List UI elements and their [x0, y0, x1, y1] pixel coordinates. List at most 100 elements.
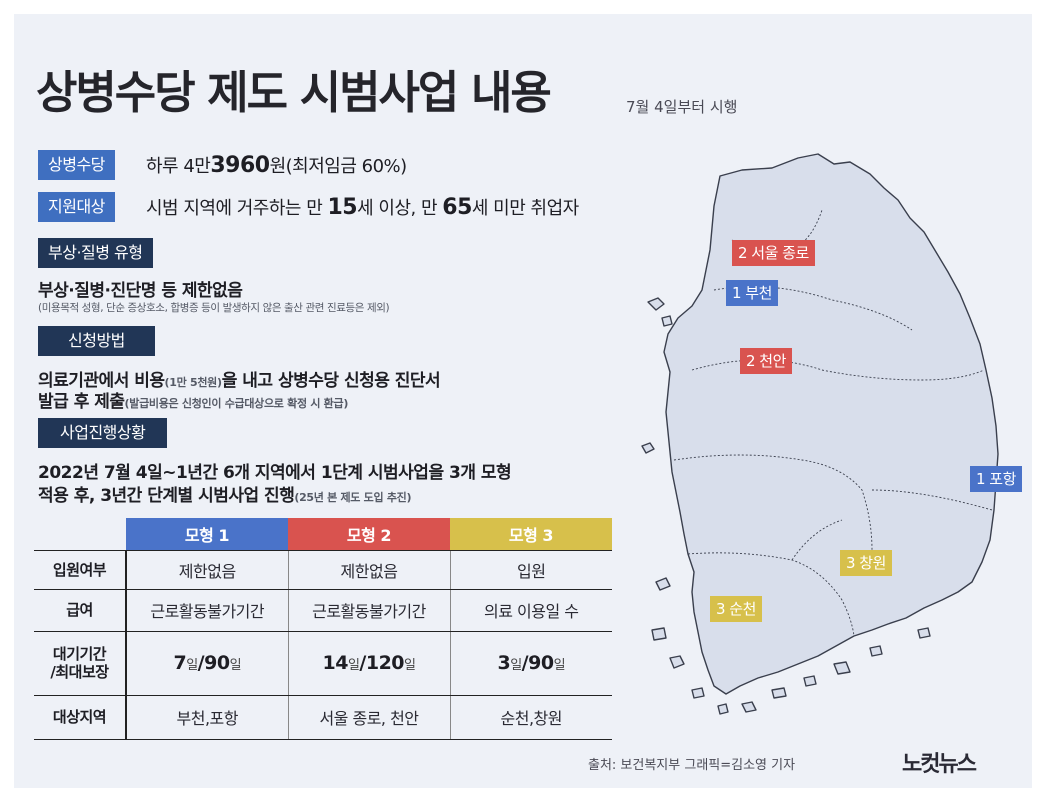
- map-label-suncheon: 3 순천: [710, 596, 762, 622]
- application-line1: 의료기관에서 비용(1만 5천원)을 내고 상병수당 신청용 진단서: [38, 366, 441, 391]
- application-line2: 발급 후 제출(발급비용은 신청인이 수급대상으로 확정 시 환급): [38, 387, 348, 412]
- island-2: [661, 315, 673, 327]
- table-row-hospitalization: 입원여부 제한없음 제한없음 입원: [34, 550, 612, 590]
- eligibility-part2: 세 이상, 만: [357, 198, 443, 219]
- page-subtitle: 7월 4일부터 시행: [626, 98, 738, 116]
- row-label-waiting-2: /최대보장: [50, 663, 109, 681]
- infographic-panel: 상병수당 제도 시범사업 내용 7월 4일부터 시행 상병수당 하루 4만396…: [14, 14, 1032, 788]
- injury-tag: 부상·질병 유형: [38, 238, 153, 268]
- application-line1-small: (1만 5천원): [164, 376, 222, 389]
- table-row-region: 대상지역 부천,포항 서울 종로, 천안 순천,창원: [34, 695, 612, 740]
- eligibility-tag: 지원대상: [38, 192, 115, 222]
- allowance-text: 하루 4만3960원(최저임금 60%): [146, 152, 407, 178]
- progress-line2-small: (25년 본 제도 도입 추진): [294, 491, 412, 504]
- nocut-news-logo: 노컷뉴스: [902, 752, 977, 777]
- table-cell: 근로활동불가기간: [288, 589, 451, 632]
- island-4: [655, 577, 671, 591]
- table-cell-waiting-1: 7일/90일: [126, 631, 289, 696]
- progress-line2: 적용 후, 3년간 단계별 시범사업 진행(25년 본 제도 도입 추진): [38, 481, 411, 506]
- wait-value: 14: [322, 652, 348, 674]
- max-value: 90: [528, 652, 554, 674]
- table-cell: 입원: [450, 550, 612, 590]
- wait-sep: /: [197, 652, 205, 674]
- korea-map-shape: [641, 153, 999, 715]
- island-12: [833, 661, 851, 675]
- island-9: [741, 701, 757, 713]
- island-13: [869, 645, 883, 657]
- table-cell: 근로활동불가기간: [126, 589, 289, 632]
- wait-unit: 일: [186, 658, 198, 673]
- eligibility-part3: 세 미만 취업자: [471, 198, 579, 219]
- island-7: [691, 687, 705, 699]
- source-credit: 출처: 보건복지부 그래픽=김소영 기자: [588, 758, 796, 773]
- allowance-suffix: 원(최저임금 60%): [269, 156, 408, 177]
- wait-unit: 일: [510, 658, 522, 673]
- application-line2-small: (발급비용은 신청인이 수급대상으로 확정 시 환급): [124, 397, 349, 410]
- application-line1-a: 의료기관에서 비용: [38, 371, 165, 391]
- progress-line1: 2022년 7월 4일~1년간 6개 지역에서 1단계 시범사업을 3개 모형: [38, 463, 512, 483]
- island-3: [641, 442, 655, 454]
- max-unit: 일: [404, 658, 416, 673]
- max-value: 120: [365, 652, 405, 674]
- island-14: [917, 627, 931, 639]
- table-cell: 부천,포항: [126, 695, 289, 740]
- injury-line: 부상·질병·진단명 등 제한없음: [38, 281, 243, 301]
- eligibility-age-min: 15: [327, 195, 358, 220]
- table-cell-waiting-3: 3일/90일: [450, 631, 612, 696]
- table-cell-waiting-2: 14일/120일: [288, 631, 451, 696]
- eligibility-text: 시범 지역에 거주하는 만 15세 이상, 만 65세 미만 취업자: [146, 194, 579, 220]
- table-cell: 의료 이용일 수: [450, 589, 612, 632]
- model-table: 모형 1 모형 2 모형 3 입원여부 제한없음 제한없음 입원 급여 근로활동…: [34, 518, 612, 740]
- application-tag: 신청방법: [38, 326, 155, 356]
- wait-sep: /: [521, 652, 529, 674]
- province-border-3: [673, 454, 873, 551]
- row-label-hospitalization: 입원여부: [34, 550, 127, 590]
- header-model-3: 모형 3: [450, 518, 612, 551]
- allowance-amount: 3960: [210, 153, 270, 178]
- wait-value: 7: [173, 652, 187, 674]
- table-cell: 서울 종로, 천안: [288, 695, 451, 740]
- eligibility-age-max: 65: [442, 195, 472, 220]
- allowance-tag: 상병수당: [38, 150, 115, 180]
- row-label-waiting: 대기기간 /최대보장: [34, 631, 127, 696]
- row-label-waiting-1: 대기기간: [52, 645, 107, 663]
- table-header-row: 모형 1 모형 2 모형 3: [34, 518, 612, 551]
- max-value: 90: [204, 652, 230, 674]
- page-title: 상병수당 제도 시범사업 내용: [36, 66, 552, 119]
- table-cell: 제한없음: [288, 550, 451, 590]
- province-border-2: [691, 359, 985, 381]
- island-11: [803, 675, 817, 687]
- table-cell: 제한없음: [126, 550, 289, 590]
- island-5: [651, 627, 667, 641]
- application-line2-a: 발급 후 제출: [38, 392, 125, 412]
- max-unit: 일: [553, 658, 566, 673]
- table-cell: 순천,창원: [450, 695, 612, 740]
- map-label-bucheon: 1 부천: [726, 280, 778, 306]
- injury-note: (미용목적 성형, 단순 증상호소, 합병증 등이 발생하지 않은 출산 관련 …: [38, 302, 390, 314]
- table-corner: [34, 518, 126, 551]
- eligibility-part1: 시범 지역에 거주하는 만: [146, 198, 328, 219]
- wait-sep: /: [359, 652, 366, 674]
- map-label-pohang: 1 포항: [970, 466, 1022, 492]
- progress-tag: 사업진행상황: [38, 418, 168, 448]
- map-label-seoul: 2 서울 종로: [732, 240, 815, 266]
- island-10: [771, 687, 787, 699]
- wait-value: 3: [497, 652, 511, 674]
- table-row-waiting: 대기기간 /최대보장 7일/90일 14일/120일 3일/90일: [34, 631, 612, 696]
- province-border-6: [791, 519, 843, 561]
- max-unit: 일: [229, 658, 242, 673]
- map-label-cheonan: 2 천안: [740, 348, 792, 374]
- korea-map: 2 서울 종로 1 부천 2 천안 1 포항 3 창원 3 순천: [622, 130, 1032, 730]
- row-label-benefit: 급여: [34, 589, 127, 632]
- wait-unit: 일: [347, 658, 360, 673]
- island-6: [669, 655, 685, 669]
- table-row-benefit: 급여 근로활동불가기간 근로활동불가기간 의료 이용일 수: [34, 589, 612, 632]
- header-model-2: 모형 2: [288, 518, 450, 551]
- header-model-1: 모형 1: [126, 518, 288, 551]
- row-label-region: 대상지역: [34, 695, 127, 740]
- map-label-changwon: 3 창원: [840, 550, 892, 576]
- progress-line2-a: 적용 후, 3년간 단계별 시범사업 진행: [38, 486, 295, 506]
- allowance-prefix: 하루 4만: [146, 156, 211, 177]
- island-8: [717, 703, 729, 715]
